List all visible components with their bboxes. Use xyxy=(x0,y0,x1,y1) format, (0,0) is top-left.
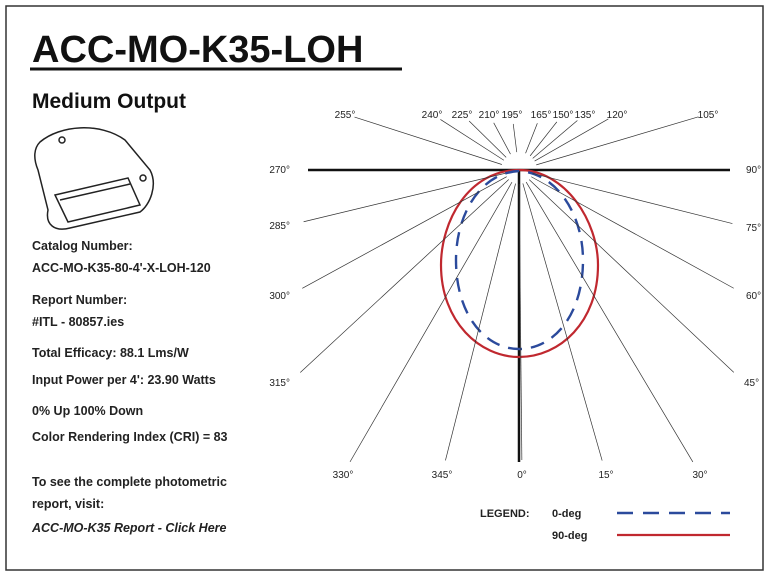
legend-label: 90-deg xyxy=(552,530,587,542)
angle-label: 135° xyxy=(575,110,596,121)
angle-label: 105° xyxy=(698,110,719,121)
spec-line: #ITL - 80857.ies xyxy=(32,315,124,329)
spec-line: ACC-MO-K35-80-4'-X-LOH-120 xyxy=(32,261,211,275)
angle-label: 30° xyxy=(692,470,707,481)
angle-label: 15° xyxy=(598,470,613,481)
angle-label: 195° xyxy=(502,110,523,121)
angle-label: 225° xyxy=(452,110,473,121)
legend-title: LEGEND: xyxy=(480,508,530,520)
spec-line: Total Efficacy: 88.1 Lms/W xyxy=(32,346,189,360)
spec-line: Color Rendering Index (CRI) = 83 xyxy=(32,430,228,444)
angle-label: 45° xyxy=(744,378,759,389)
page: ACC-MO-K35-LOH Medium Output Catalog Num… xyxy=(0,0,769,578)
spec-line: 0% Up 100% Down xyxy=(32,404,143,418)
angle-label: 315° xyxy=(269,378,290,389)
angle-label: 330° xyxy=(333,470,354,481)
angle-label: 255° xyxy=(335,110,356,121)
legend-label: 0-deg xyxy=(552,508,581,520)
spec-line: Catalog Number: xyxy=(32,239,133,253)
angle-label: 240° xyxy=(422,110,443,121)
angle-label: 0° xyxy=(517,470,527,481)
title: ACC-MO-K35-LOH xyxy=(32,29,363,71)
subtitle: Medium Output xyxy=(32,90,186,113)
angle-label: 90° xyxy=(746,165,761,176)
angle-label: 210° xyxy=(479,110,500,121)
spec-line: report, visit: xyxy=(32,497,104,511)
report-link[interactable]: ACC-MO-K35 Report - Click Here xyxy=(31,521,227,535)
spec-line: Report Number: xyxy=(32,293,127,307)
angle-label: 60° xyxy=(746,291,761,302)
angle-label: 300° xyxy=(269,291,290,302)
spec-line: To see the complete photometric xyxy=(32,475,227,489)
angle-label: 150° xyxy=(553,110,574,121)
angle-label: 285° xyxy=(269,221,290,232)
angle-label: 75° xyxy=(746,223,761,234)
angle-label: 345° xyxy=(432,470,453,481)
angle-label: 270° xyxy=(269,165,290,176)
spec-line: Input Power per 4': 23.90 Watts xyxy=(32,373,216,387)
angle-label: 120° xyxy=(607,110,628,121)
angle-label: 165° xyxy=(531,110,552,121)
